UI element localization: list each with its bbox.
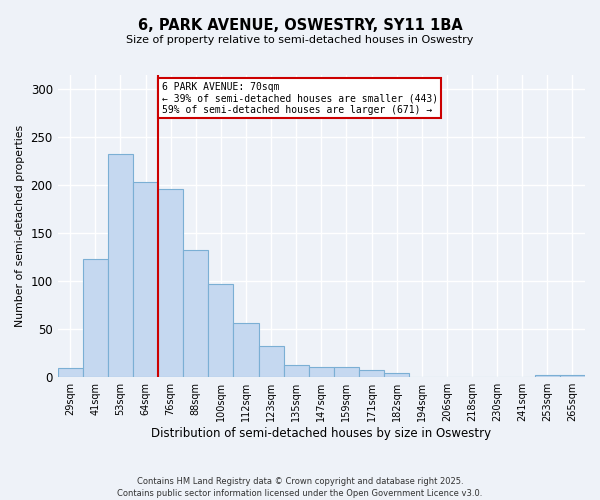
Bar <box>259 346 284 377</box>
Bar <box>284 364 309 377</box>
Text: Contains public sector information licensed under the Open Government Licence v3: Contains public sector information licen… <box>118 489 482 498</box>
Bar <box>359 370 384 377</box>
Text: Contains HM Land Registry data © Crown copyright and database right 2025.: Contains HM Land Registry data © Crown c… <box>137 478 463 486</box>
Bar <box>384 374 409 377</box>
Bar <box>58 368 83 377</box>
Text: Size of property relative to semi-detached houses in Oswestry: Size of property relative to semi-detach… <box>127 35 473 45</box>
Bar <box>560 376 585 377</box>
Bar <box>208 284 233 377</box>
Bar <box>83 259 108 377</box>
Y-axis label: Number of semi-detached properties: Number of semi-detached properties <box>15 125 25 327</box>
Text: 6 PARK AVENUE: 70sqm
← 39% of semi-detached houses are smaller (443)
59% of semi: 6 PARK AVENUE: 70sqm ← 39% of semi-detac… <box>162 82 438 115</box>
Bar <box>108 154 133 377</box>
Text: 6, PARK AVENUE, OSWESTRY, SY11 1BA: 6, PARK AVENUE, OSWESTRY, SY11 1BA <box>137 18 463 32</box>
Bar <box>133 182 158 377</box>
Bar <box>233 322 259 377</box>
Bar <box>309 366 334 377</box>
X-axis label: Distribution of semi-detached houses by size in Oswestry: Distribution of semi-detached houses by … <box>151 427 491 440</box>
Bar <box>535 376 560 377</box>
Bar <box>158 189 183 377</box>
Bar <box>183 250 208 377</box>
Bar <box>334 366 359 377</box>
